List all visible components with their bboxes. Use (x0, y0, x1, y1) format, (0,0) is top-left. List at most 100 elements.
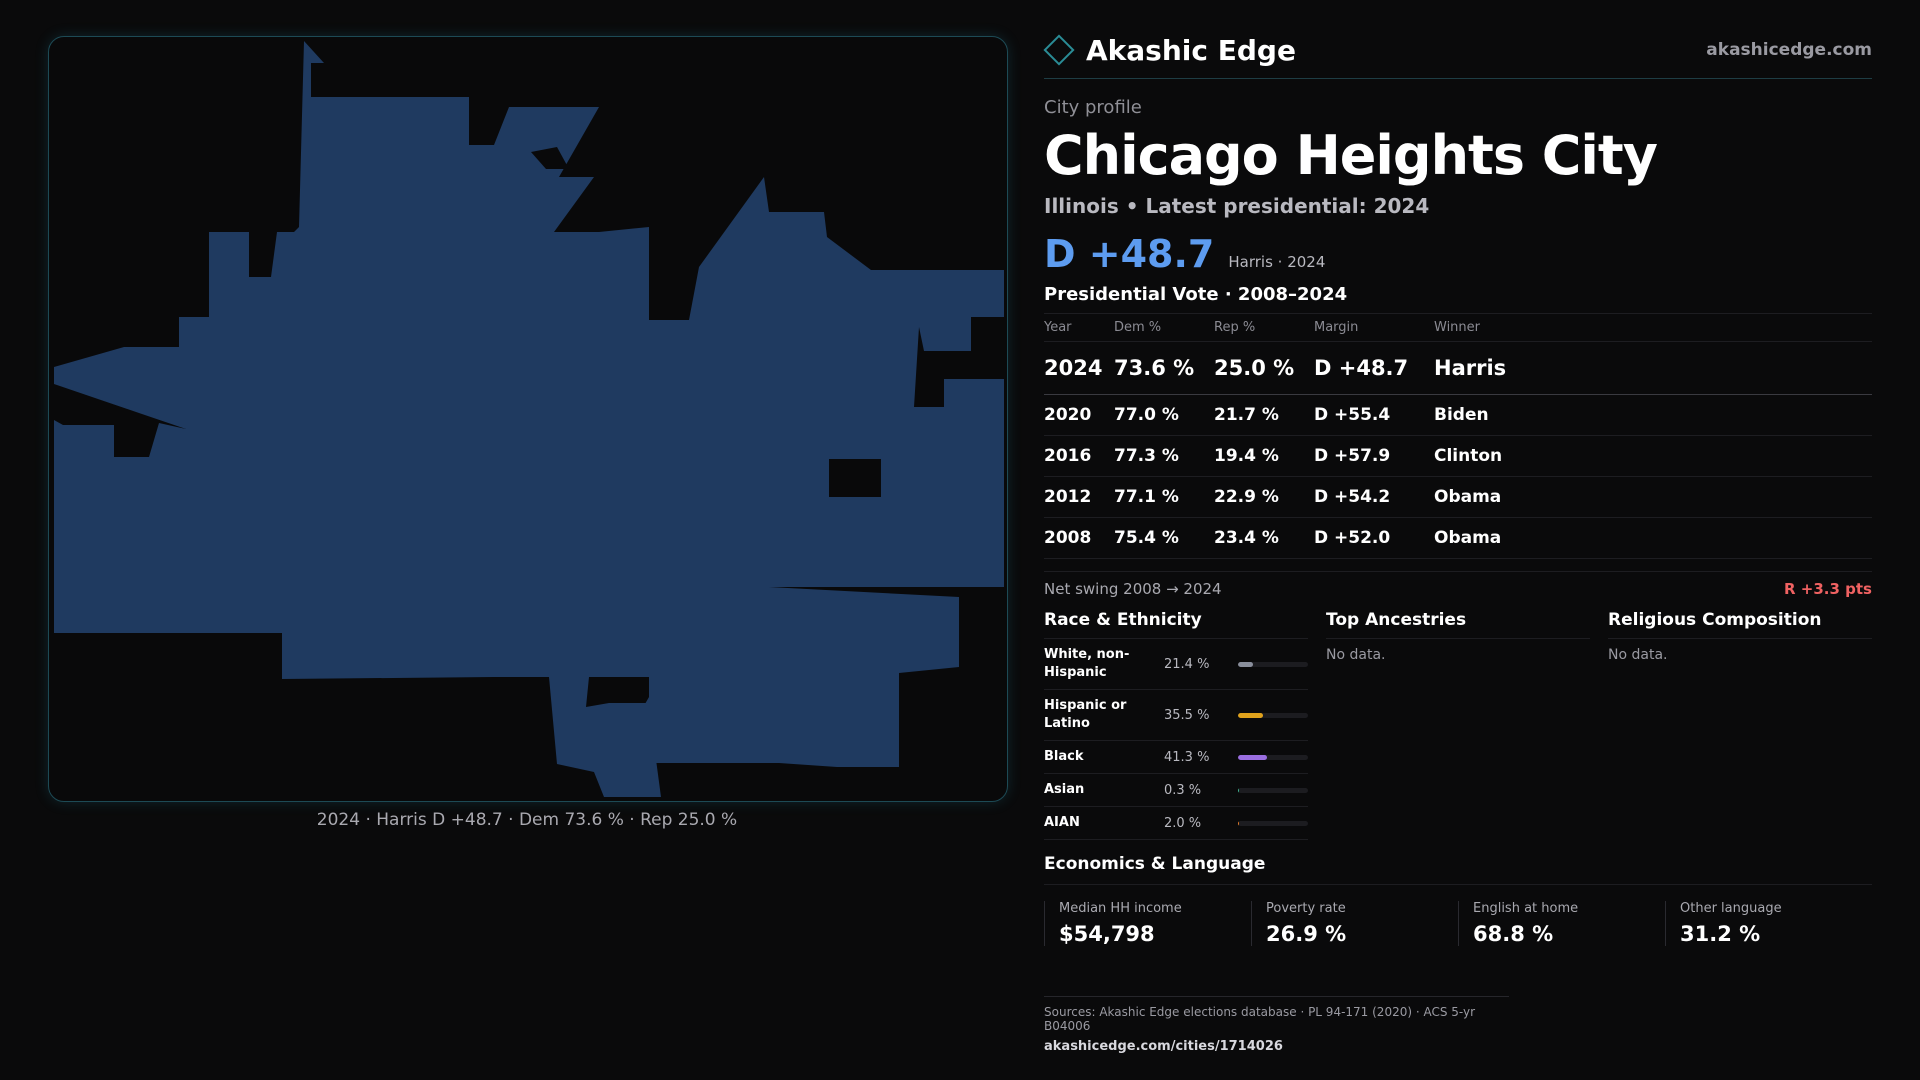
economics-stats: Median HH income $54,798 Poverty rate 26… (1044, 901, 1872, 946)
demographics-columns: Race & Ethnicity White, non-Hispanic 21.4… (1044, 610, 1872, 840)
cell-rep: 25.0 % (1214, 341, 1314, 395)
col-header-margin: Margin (1314, 313, 1434, 342)
stat-median-income: Median HH income $54,798 (1044, 901, 1237, 946)
race-section: Race & Ethnicity White, non-Hispanic 21.4… (1044, 610, 1308, 840)
race-percent: 41.3 % (1164, 749, 1210, 765)
stat-other-language: Other language 31.2 % (1665, 901, 1858, 946)
cell-year: 2024 (1044, 341, 1114, 395)
stat-label: Median HH income (1059, 901, 1182, 916)
stat-value: 31.2 % (1680, 922, 1761, 946)
city-boundary-map[interactable] (48, 36, 1008, 802)
cell-dem: 75.4 % (1114, 517, 1214, 559)
table-row: 2012 77.1 % 22.9 % D +54.2 Obama (1044, 476, 1872, 518)
cell-rep: 21.7 % (1214, 394, 1314, 436)
brand-name: Akashic Edge (1086, 33, 1296, 67)
cell-winner: Obama (1434, 517, 1872, 559)
cell-margin: D +54.2 (1314, 476, 1434, 518)
map-caption: 2024 · Harris D +48.7 · Dem 73.6 % · Rep… (316, 810, 738, 830)
sources-footer: Sources: Akashic Edge elections database… (1044, 996, 1509, 1054)
cell-winner: Clinton (1434, 435, 1872, 477)
sources-line: Sources: Akashic Edge elections database… (1044, 1005, 1476, 1033)
col-header-dem: Dem % (1114, 313, 1214, 342)
race-bar-fill (1238, 820, 1240, 826)
religion-title: Religious Composition (1608, 610, 1872, 639)
page-title: Chicago Heights City (1044, 124, 1658, 187)
page-eyebrow: City profile (1044, 97, 1142, 118)
race-row: Hispanic or Latino 35.5 % (1044, 690, 1308, 741)
ancestries-section: Top Ancestries No data. (1326, 610, 1590, 840)
site-link[interactable]: akashicedge.com (1706, 40, 1872, 60)
col-header-winner: Winner (1434, 313, 1872, 342)
page-subtitle: Illinois • Latest presidential: 2024 (1044, 194, 1430, 218)
cell-margin: D +55.4 (1314, 394, 1434, 436)
race-label: Hispanic or Latino (1044, 698, 1127, 731)
race-title: Race & Ethnicity (1044, 610, 1308, 639)
headline-note: Harris · 2024 (1228, 253, 1326, 271)
stat-value: $54,798 (1059, 922, 1155, 946)
race-percent: 0.3 % (1164, 782, 1202, 798)
ancestries-empty: No data. (1326, 647, 1386, 663)
brand[interactable]: Akashic Edge (1043, 33, 1296, 67)
header: Akashic Edge akashicedge.com (1043, 30, 1872, 79)
stat-label: English at home (1473, 901, 1579, 916)
stat-poverty-rate: Poverty rate 26.9 % (1251, 901, 1444, 946)
diamond-logo-icon (1043, 34, 1075, 66)
stat-label: Other language (1680, 901, 1782, 916)
cell-rep: 19.4 % (1214, 435, 1314, 477)
cell-margin: D +57.9 (1314, 435, 1434, 477)
race-bar-fill (1238, 661, 1253, 667)
col-header-rep: Rep % (1214, 313, 1314, 342)
table-row: 2016 77.3 % 19.4 % D +57.9 Clinton (1044, 435, 1872, 477)
cell-dem: 77.3 % (1114, 435, 1214, 477)
table-row: 2020 77.0 % 21.7 % D +55.4 Biden (1044, 394, 1872, 436)
cell-winner: Biden (1434, 394, 1872, 436)
cell-dem: 77.1 % (1114, 476, 1214, 518)
cell-winner: Harris (1434, 341, 1872, 395)
race-bar-fill (1238, 712, 1263, 718)
col-header-year: Year (1044, 313, 1114, 342)
city-boundary-shape (54, 41, 1004, 797)
cell-dem: 73.6 % (1114, 341, 1214, 395)
net-swing-label: Net swing 2008 → 2024 (1044, 580, 1222, 598)
votes-header-row: Year Dem % Rep % Margin Winner (1044, 313, 1872, 342)
race-list: White, non-Hispanic 21.4 % Hispanic or Lat… (1044, 639, 1308, 840)
stat-label: Poverty rate (1266, 901, 1346, 916)
race-bar (1238, 754, 1308, 760)
table-row: 2024 73.6 % 25.0 % D +48.7 Harris (1044, 341, 1872, 395)
race-row: Black 41.3 % (1044, 741, 1308, 774)
cell-year: 2008 (1044, 517, 1114, 559)
religion-section: Religious Composition No data. (1608, 610, 1872, 840)
race-percent: 21.4 % (1164, 656, 1210, 672)
race-percent: 2.0 % (1164, 815, 1202, 831)
race-percent: 35.5 % (1164, 707, 1210, 723)
race-label: White, non-Hispanic (1044, 647, 1130, 680)
race-bar-fill (1238, 754, 1267, 760)
net-swing-row: Net swing 2008 → 2024 R +3.3 pts (1044, 571, 1872, 598)
stat-value: 68.8 % (1473, 922, 1554, 946)
cell-margin: D +52.0 (1314, 517, 1434, 559)
cell-rep: 22.9 % (1214, 476, 1314, 518)
stat-value: 26.9 % (1266, 922, 1347, 946)
cell-year: 2020 (1044, 394, 1114, 436)
race-row: White, non-Hispanic 21.4 % (1044, 639, 1308, 690)
source-url-link[interactable]: akashicedge.com/cities/1714026 (1044, 1039, 1283, 1054)
race-bar (1238, 787, 1308, 793)
ancestries-title: Top Ancestries (1326, 610, 1590, 639)
headline-result: D +48.7 Harris · 2024 (1044, 232, 1872, 276)
votes-table: Year Dem % Rep % Margin Winner 2024 73.6… (1044, 313, 1872, 559)
cell-rep: 23.4 % (1214, 517, 1314, 559)
economics-title: Economics & Language (1044, 854, 1872, 885)
race-label: Asian (1044, 782, 1085, 797)
race-row: Asian 0.3 % (1044, 774, 1308, 807)
headline-margin: D +48.7 (1044, 232, 1215, 276)
race-row: AIAN 2.0 % (1044, 807, 1308, 840)
religion-empty: No data. (1608, 647, 1668, 663)
net-swing-value: R +3.3 pts (1784, 580, 1872, 598)
race-bar (1238, 712, 1308, 718)
table-row: 2008 75.4 % 23.4 % D +52.0 Obama (1044, 517, 1872, 559)
race-label: Black (1044, 749, 1084, 764)
cell-year: 2012 (1044, 476, 1114, 518)
race-bar (1238, 820, 1308, 826)
cell-margin: D +48.7 (1314, 341, 1434, 395)
race-bar-fill (1238, 787, 1240, 793)
